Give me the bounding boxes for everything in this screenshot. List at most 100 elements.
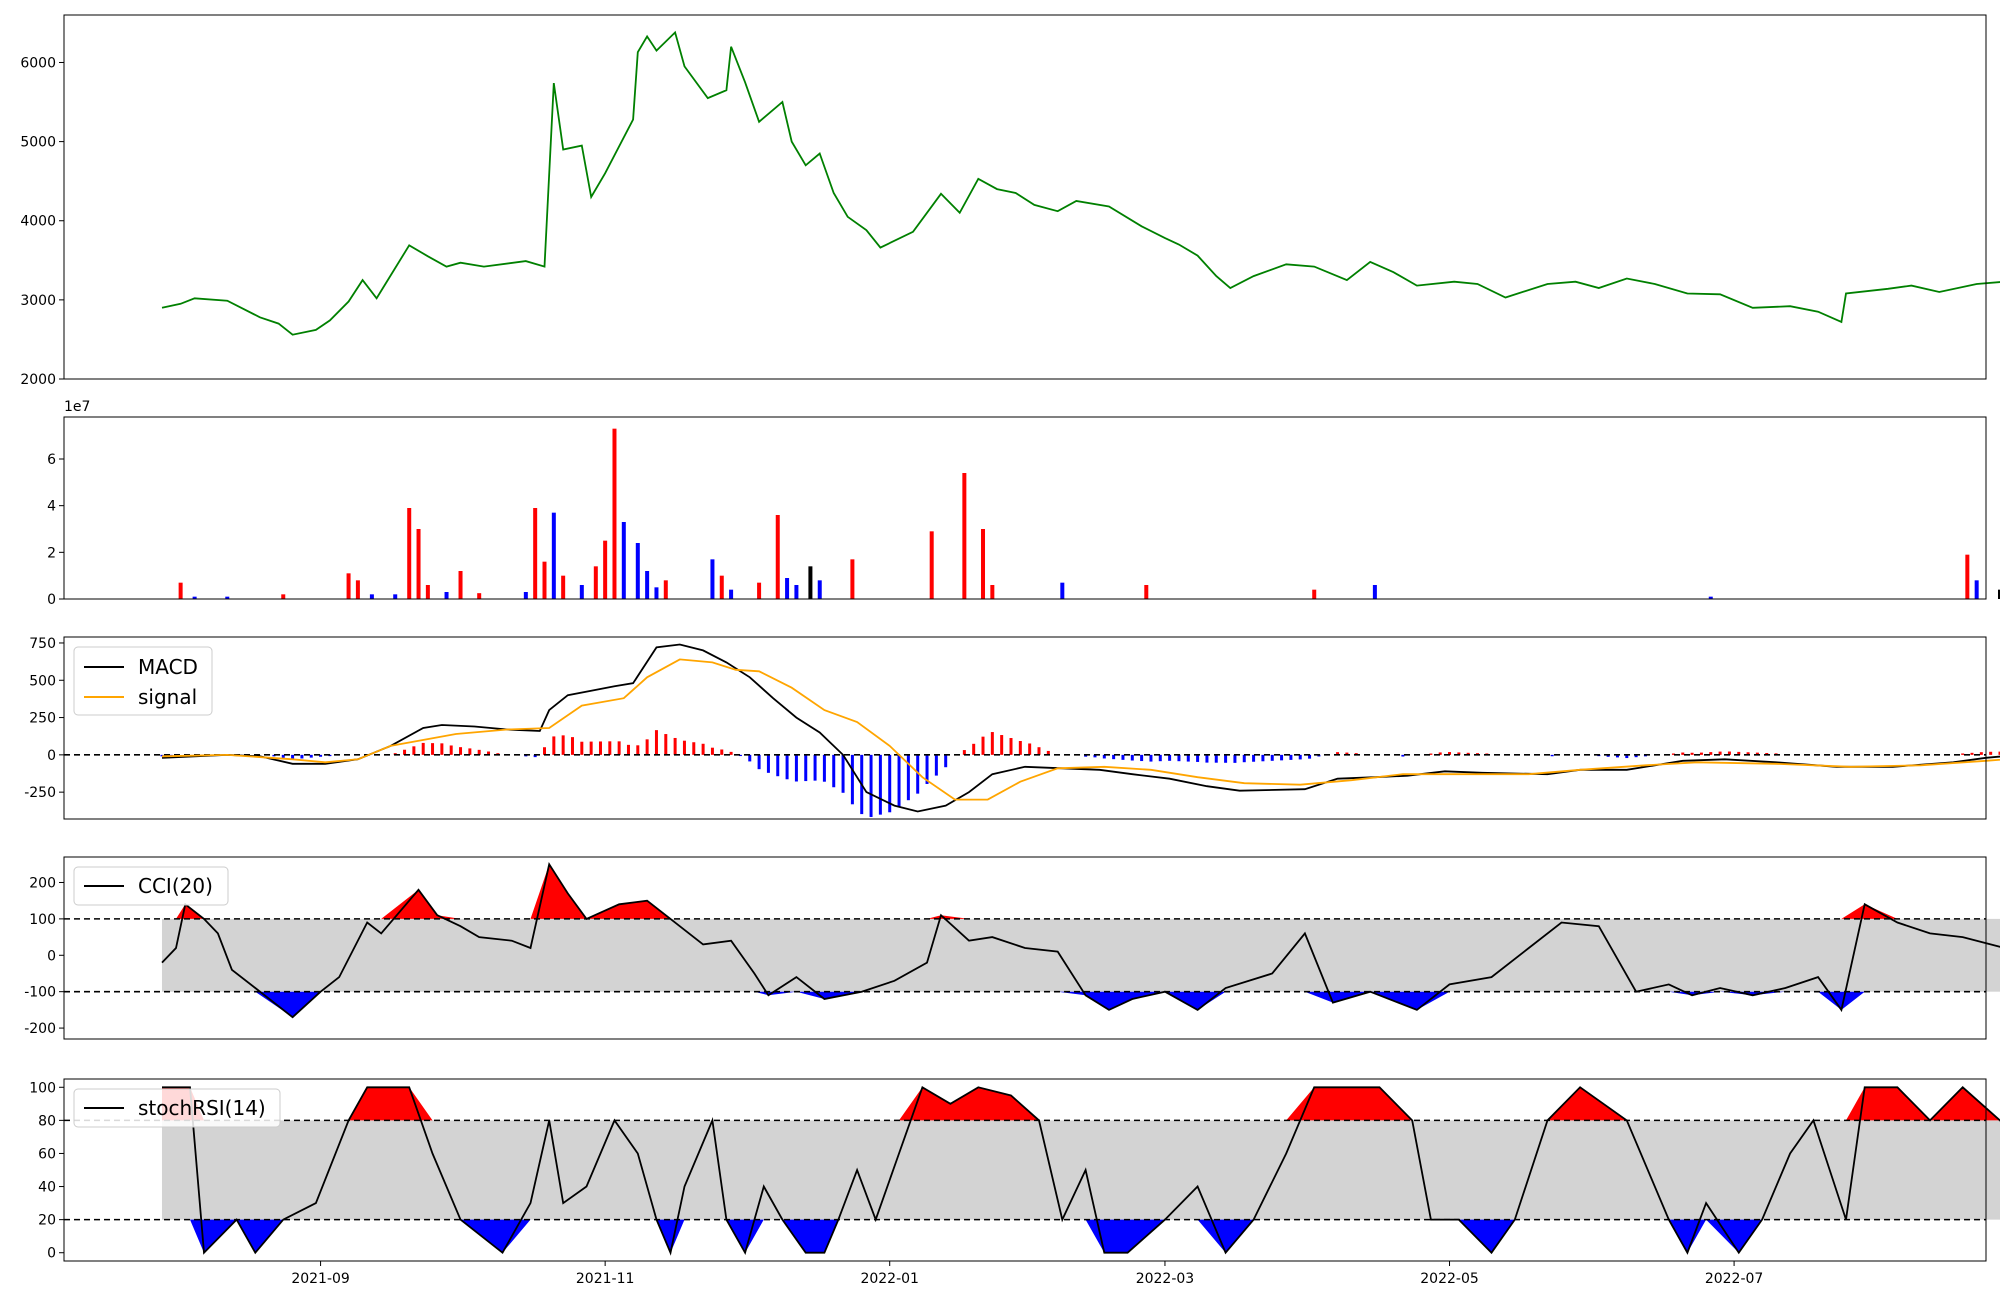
macd-panel-frame xyxy=(63,636,1987,820)
macd-histogram-bar xyxy=(897,754,901,807)
volume-bar xyxy=(561,575,566,599)
macd-histogram-bar xyxy=(1466,752,1470,755)
volume-bar xyxy=(393,594,398,599)
macd-histogram-bar xyxy=(1242,754,1246,763)
volume-bar xyxy=(808,566,813,599)
volume-bar xyxy=(477,593,482,599)
macd-histogram-bar xyxy=(841,754,845,793)
macd-histogram-bar xyxy=(1317,754,1321,757)
macd-histogram-bar xyxy=(1681,752,1685,755)
macd-histogram-bar xyxy=(720,749,724,755)
stoch-legend-box xyxy=(73,1088,281,1128)
macd-histogram-bar xyxy=(1979,752,1983,755)
volume-bar xyxy=(425,585,430,599)
macd-histogram-bar xyxy=(393,753,397,755)
volume-bar xyxy=(225,596,230,599)
cci-overbought-fill xyxy=(162,864,2000,919)
macd-histogram-bar xyxy=(1168,754,1172,761)
macd-histogram-bar xyxy=(1476,753,1480,755)
y-tick-label: 0 xyxy=(47,1246,56,1262)
x-tick-label: 2022-07 xyxy=(1705,1271,1764,1287)
volume-bar xyxy=(1060,582,1065,599)
macd-histogram-bar xyxy=(1989,751,1993,755)
macd-histogram-bar xyxy=(1196,754,1200,762)
signal-line xyxy=(161,658,2000,801)
macd-histogram-bar xyxy=(1280,754,1284,761)
macd-histogram-bar xyxy=(617,741,621,755)
volume-bar xyxy=(1997,589,2000,599)
macd-histogram-bar xyxy=(692,742,696,755)
cci-oversold-fill xyxy=(162,991,2000,1018)
macd-legend-label: MACD xyxy=(138,655,198,679)
macd-histogram-bar xyxy=(1765,752,1769,755)
volume-bar xyxy=(817,580,822,599)
price-panel-frame xyxy=(63,14,1987,380)
macd-histogram-bar xyxy=(1727,751,1731,755)
macd-histogram-bar xyxy=(1261,754,1265,762)
macd-histogram-bar xyxy=(561,735,565,755)
macd-histogram-bar xyxy=(664,734,668,755)
y-tick-label: 0 xyxy=(47,592,56,608)
volume-bar xyxy=(533,508,538,599)
volume-bar xyxy=(458,571,463,599)
macd-histogram-bar xyxy=(487,751,491,755)
macd-histogram-bar xyxy=(1093,754,1097,758)
y-tick-label: 20 xyxy=(38,1213,56,1229)
macd-histogram-bar xyxy=(972,743,976,755)
macd-histogram-bar xyxy=(990,732,994,755)
macd-histogram-bar xyxy=(869,754,873,817)
volume-panel-frame xyxy=(63,416,1987,600)
y-tick-label: 4 xyxy=(47,499,56,515)
macd-line xyxy=(161,643,2000,813)
macd-histogram-bar xyxy=(1214,754,1218,763)
volume-bar xyxy=(551,512,556,599)
stoch-oversold-fill xyxy=(162,1219,2000,1253)
volume-bar xyxy=(444,592,449,599)
macd-histogram-bar xyxy=(1102,754,1106,759)
volume-bar xyxy=(850,559,855,599)
macd-histogram-bar xyxy=(1448,752,1452,755)
stoch-legend-label: stochRSI(14) xyxy=(138,1096,266,1120)
macd-histogram-bar xyxy=(1690,752,1694,755)
cci-legend-box xyxy=(73,866,229,906)
macd-histogram-bar xyxy=(850,754,854,805)
volume-bar xyxy=(719,575,724,599)
volume-bar xyxy=(369,594,374,599)
macd-histogram-bar xyxy=(1121,754,1125,760)
x-tick-label: 2022-05 xyxy=(1420,1271,1479,1287)
macd-histogram-bar xyxy=(1625,754,1629,759)
macd-histogram-bar xyxy=(776,754,780,777)
macd-histogram-bar xyxy=(1140,754,1144,762)
volume-bar xyxy=(962,473,967,599)
volume-bar xyxy=(593,566,598,599)
macd-histogram-bar xyxy=(1718,751,1722,755)
y-tick-label: 250 xyxy=(29,711,56,727)
macd-histogram-bar xyxy=(459,747,463,755)
macd-histogram-bar xyxy=(1130,754,1134,761)
volume-bar xyxy=(645,571,650,599)
y-tick-label: 100 xyxy=(29,912,56,928)
macd-histogram-bar xyxy=(1205,754,1209,763)
volume-bar xyxy=(192,596,197,599)
volume-offset-label: 1e7 xyxy=(64,399,90,415)
macd-histogram-bar xyxy=(1970,752,1974,755)
macd-histogram-bar xyxy=(1634,754,1638,758)
y-tick-label: 500 xyxy=(29,673,56,689)
volume-bar xyxy=(1965,554,1970,599)
y-tick-label: -200 xyxy=(24,1021,56,1037)
macd-histogram-bar xyxy=(309,754,313,758)
volume-bar xyxy=(416,529,421,599)
macd-histogram-bar xyxy=(888,754,892,813)
macd-histogram-bar xyxy=(1961,753,1965,755)
macd-histogram-bar xyxy=(449,745,453,755)
volume-bar xyxy=(355,580,360,599)
macd-histogram-bar xyxy=(403,749,407,755)
macd-histogram-bar xyxy=(300,754,304,759)
cci-legend-label: CCI(20) xyxy=(138,874,213,898)
macd-histogram-bar xyxy=(412,746,416,755)
macd-histogram-bar xyxy=(1401,754,1405,757)
macd-histogram-bar xyxy=(1336,752,1340,755)
macd-histogram-bar xyxy=(916,754,920,794)
macd-histogram-bar xyxy=(710,747,714,755)
volume-bar xyxy=(1372,585,1377,599)
